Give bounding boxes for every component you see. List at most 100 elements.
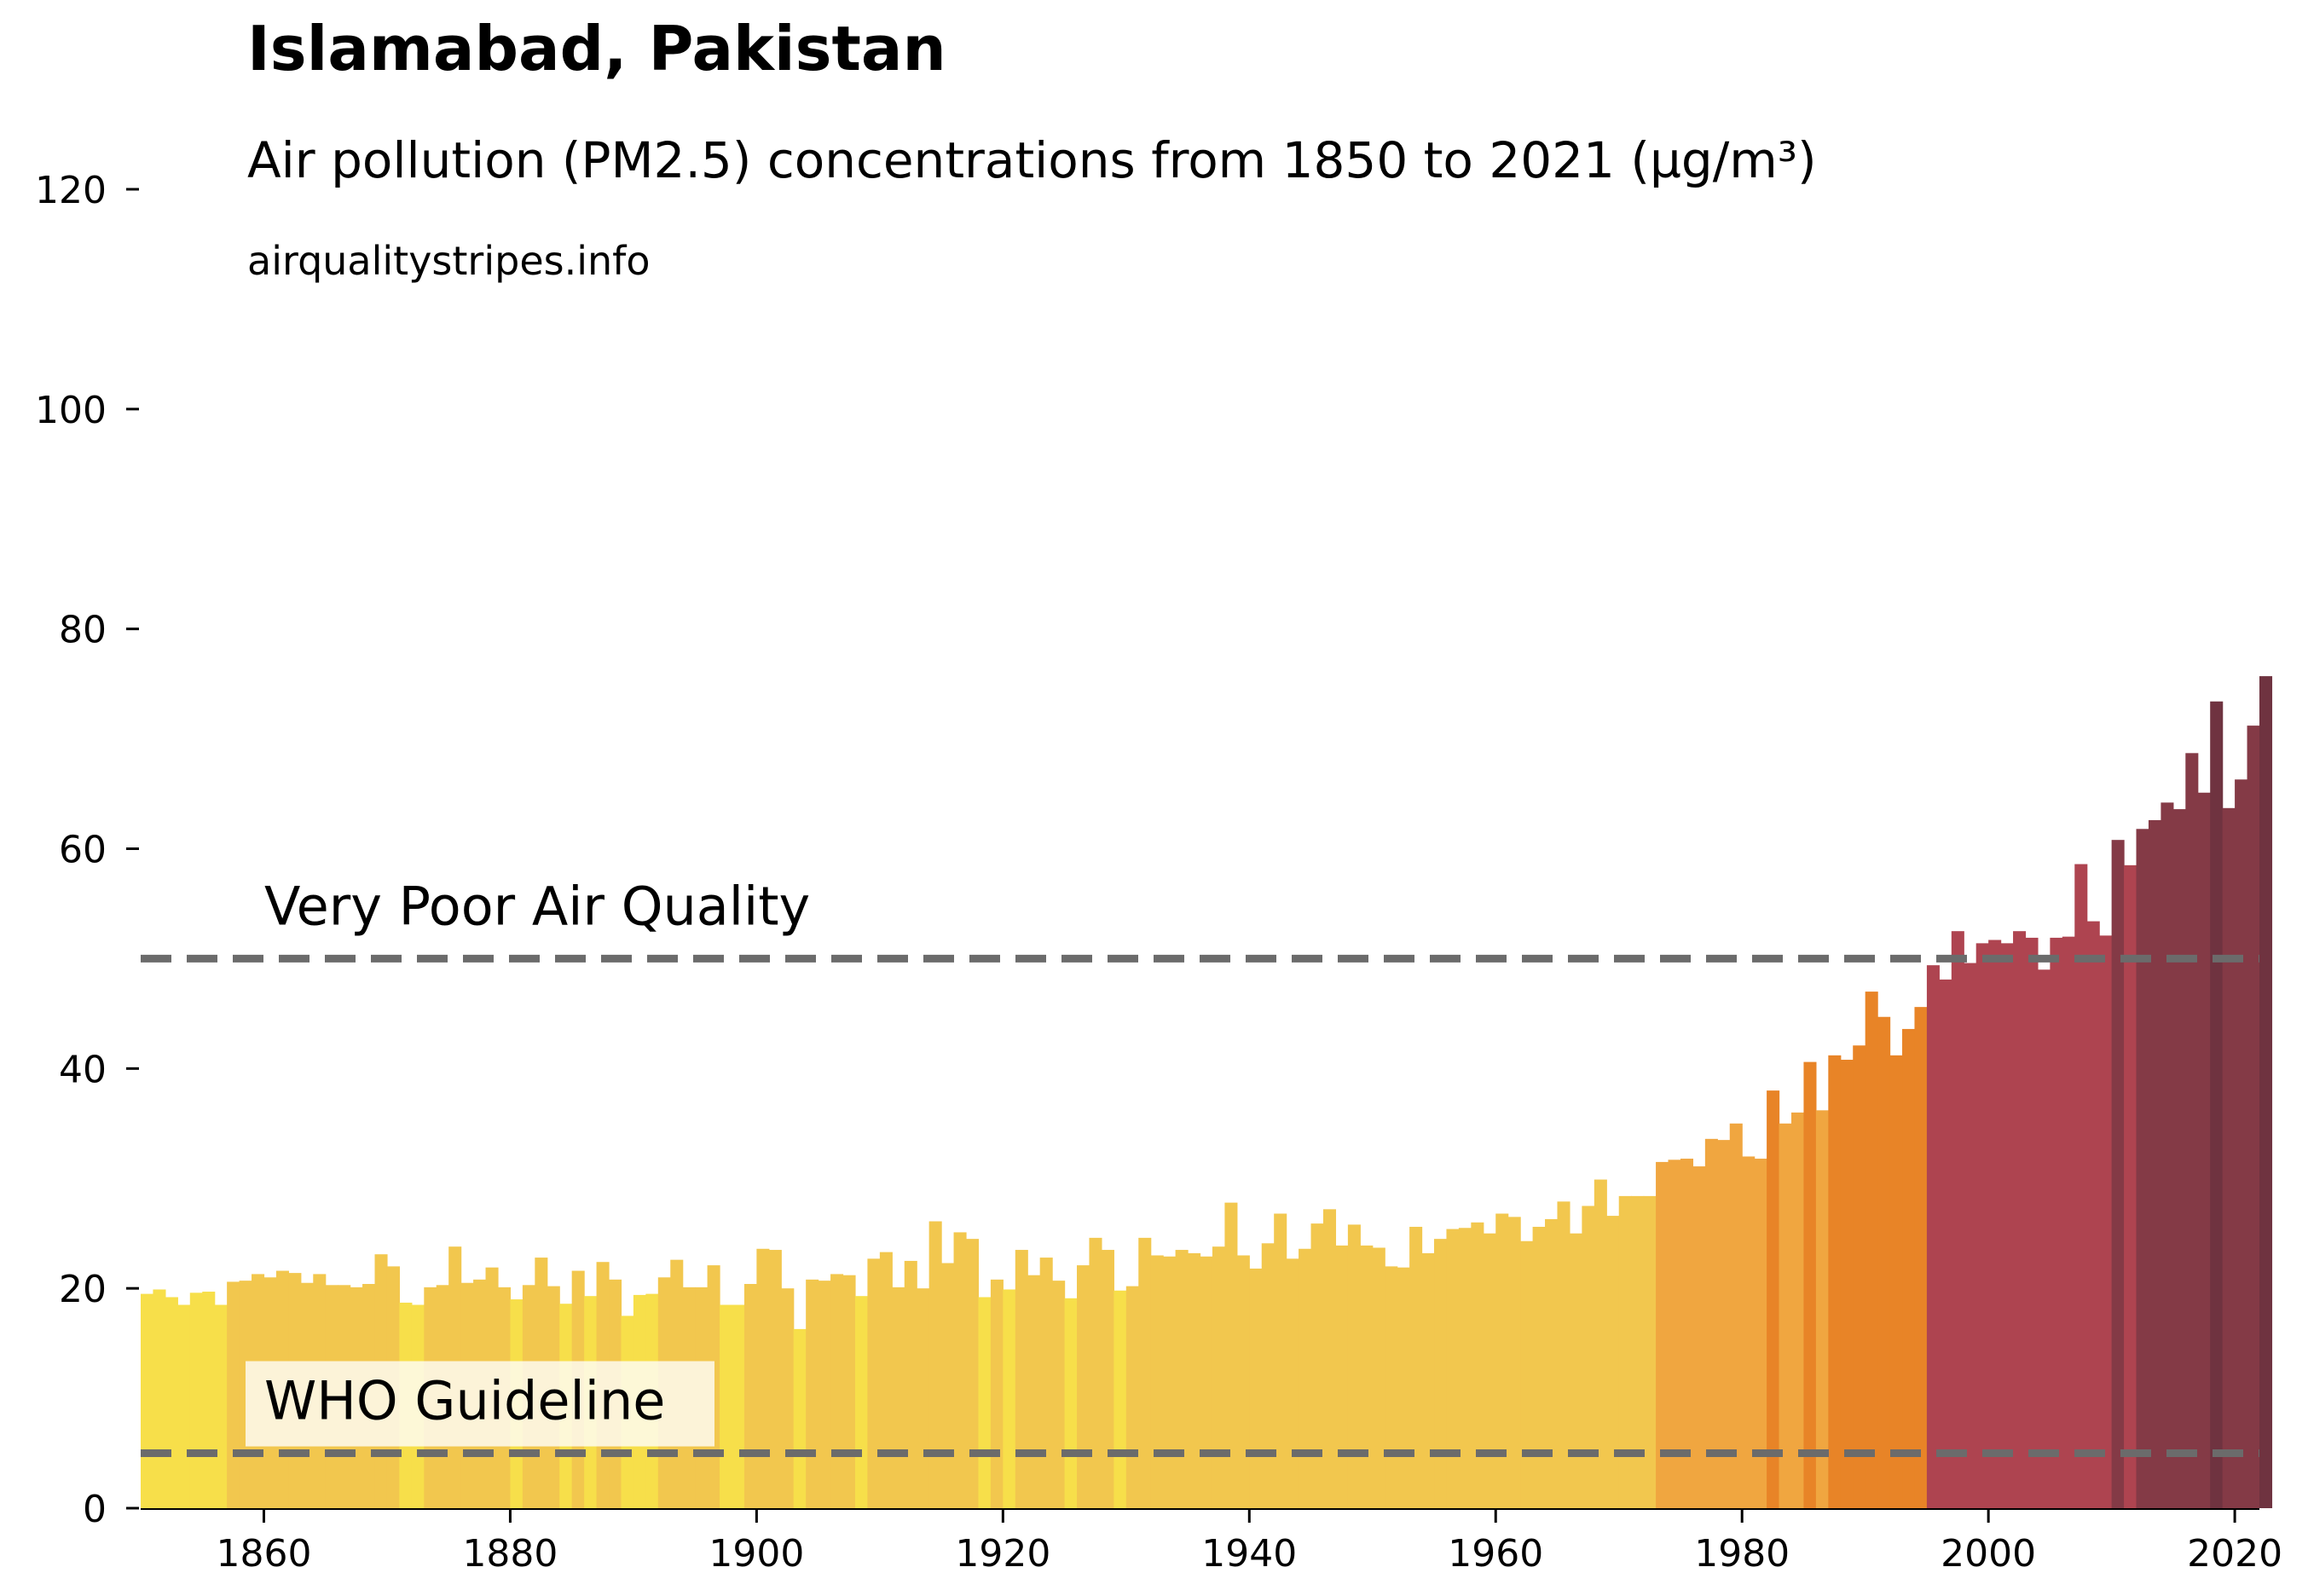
bar-2002 — [2013, 931, 2027, 1508]
bar-1981 — [1754, 1159, 1767, 1508]
bar-1999 — [1975, 943, 1989, 1508]
bar-1986 — [1815, 1110, 1829, 1508]
bar-1927 — [1089, 1237, 1102, 1508]
chart-source: airqualitystripes.info — [247, 238, 651, 284]
bar-2022 — [2259, 676, 2273, 1508]
bar-2000 — [1988, 940, 2002, 1508]
bar-1973 — [1656, 1161, 1669, 1508]
bar-1911 — [892, 1287, 905, 1508]
bar-1975 — [1680, 1159, 1694, 1508]
bar-2020 — [2235, 779, 2248, 1508]
y-tick-label-40: 40 — [59, 1048, 107, 1091]
bar-1931 — [1138, 1237, 1152, 1508]
bar-1993 — [1902, 1028, 1916, 1508]
bar-1949 — [1360, 1245, 1374, 1508]
bar-1945 — [1310, 1223, 1324, 1508]
bar-1905 — [818, 1281, 831, 1508]
chart-subtitle: Air pollution (PM2.5) concentrations fro… — [247, 131, 1817, 189]
bar-1914 — [928, 1221, 942, 1508]
bar-1850 — [141, 1293, 154, 1508]
bar-1983 — [1779, 1123, 1792, 1508]
bar-1924 — [1052, 1281, 1066, 1508]
bar-1974 — [1668, 1159, 1681, 1508]
bar-1959 — [1483, 1233, 1496, 1508]
bar-1970 — [1618, 1195, 1632, 1508]
bar-1925 — [1064, 1298, 1078, 1508]
bar-1951 — [1385, 1266, 1398, 1508]
chart-title: Islamabad, Pakistan — [247, 13, 946, 84]
bar-1942 — [1274, 1213, 1287, 1508]
bar-1937 — [1212, 1246, 1225, 1508]
bar-2006 — [2062, 936, 2075, 1508]
x-tick-label-1980: 1980 — [1694, 1532, 1790, 1576]
bar-2013 — [2148, 819, 2162, 1508]
bar-1948 — [1347, 1224, 1361, 1508]
y-axis: 0 20 40 60 80 100 120 — [35, 169, 139, 1531]
bar-1923 — [1039, 1258, 1053, 1508]
bar-1969 — [1606, 1216, 1620, 1508]
bar-1966 — [1569, 1233, 1582, 1508]
x-axis: 1860 1880 1900 1920 1940 1960 1980 2000 2020 — [141, 1508, 2282, 1576]
bar-1947 — [1335, 1245, 1349, 1508]
bar-1944 — [1299, 1248, 1312, 1508]
bar-1900 — [756, 1248, 770, 1508]
bar-2010 — [2111, 840, 2125, 1508]
y-tick-label-20: 20 — [59, 1268, 107, 1311]
bar-1958 — [1471, 1222, 1484, 1508]
bar-1980 — [1742, 1156, 1756, 1508]
bar-1965 — [1557, 1201, 1570, 1508]
bar-1910 — [879, 1252, 893, 1508]
bar-1957 — [1458, 1228, 1472, 1508]
bar-1971 — [1631, 1195, 1645, 1508]
bar-1901 — [768, 1250, 782, 1508]
bar-1926 — [1077, 1265, 1090, 1508]
bar-1989 — [1853, 1045, 1866, 1508]
bar-1932 — [1150, 1255, 1164, 1508]
bar-1897 — [720, 1304, 733, 1508]
bar-1853 — [177, 1304, 191, 1508]
bar-1908 — [854, 1296, 869, 1508]
bar-2014 — [2160, 802, 2174, 1508]
bar-2021 — [2247, 726, 2260, 1508]
bar-1913 — [917, 1288, 930, 1508]
bar-1898 — [732, 1304, 745, 1508]
bar-2011 — [2124, 864, 2137, 1508]
bar-1941 — [1261, 1243, 1275, 1508]
bar-1978 — [1717, 1140, 1731, 1508]
bar-1852 — [165, 1297, 178, 1508]
very-poor-label: Very Poor Air Quality — [264, 875, 810, 937]
y-tick-label-60: 60 — [59, 829, 107, 872]
bar-1956 — [1446, 1229, 1460, 1508]
bar-2001 — [2000, 943, 2014, 1508]
bar-1960 — [1495, 1213, 1509, 1508]
bar-1899 — [743, 1284, 757, 1508]
bar-1988 — [1840, 1060, 1854, 1508]
bar-1998 — [1964, 963, 1977, 1508]
bar-2005 — [2050, 937, 2063, 1508]
bar-1950 — [1372, 1247, 1385, 1508]
bar-1994 — [1914, 1007, 1928, 1508]
bar-2015 — [2172, 809, 2186, 1508]
bar-1856 — [214, 1304, 228, 1508]
bar-1857 — [227, 1281, 240, 1508]
bar-2007 — [2074, 864, 2088, 1508]
bar-2008 — [2086, 921, 2100, 1508]
bar-1954 — [1421, 1252, 1435, 1508]
bar-1929 — [1114, 1290, 1127, 1508]
bar-1907 — [842, 1275, 856, 1508]
bar-1977 — [1704, 1138, 1718, 1508]
bar-1936 — [1200, 1256, 1213, 1508]
bar-1935 — [1188, 1252, 1201, 1508]
who-label-background — [246, 1361, 714, 1447]
bar-1997 — [1951, 931, 1964, 1508]
y-tick-label-0: 0 — [83, 1488, 107, 1531]
bar-1921 — [1015, 1250, 1028, 1508]
x-tick-label-1960: 1960 — [1448, 1532, 1543, 1576]
bar-2009 — [2099, 935, 2113, 1508]
bar-2017 — [2197, 792, 2211, 1508]
bar-1962 — [1520, 1240, 1534, 1508]
bar-1967 — [1582, 1206, 1595, 1508]
bar-2019 — [2222, 807, 2236, 1508]
bar-1912 — [904, 1260, 917, 1508]
bar-1909 — [867, 1258, 881, 1508]
